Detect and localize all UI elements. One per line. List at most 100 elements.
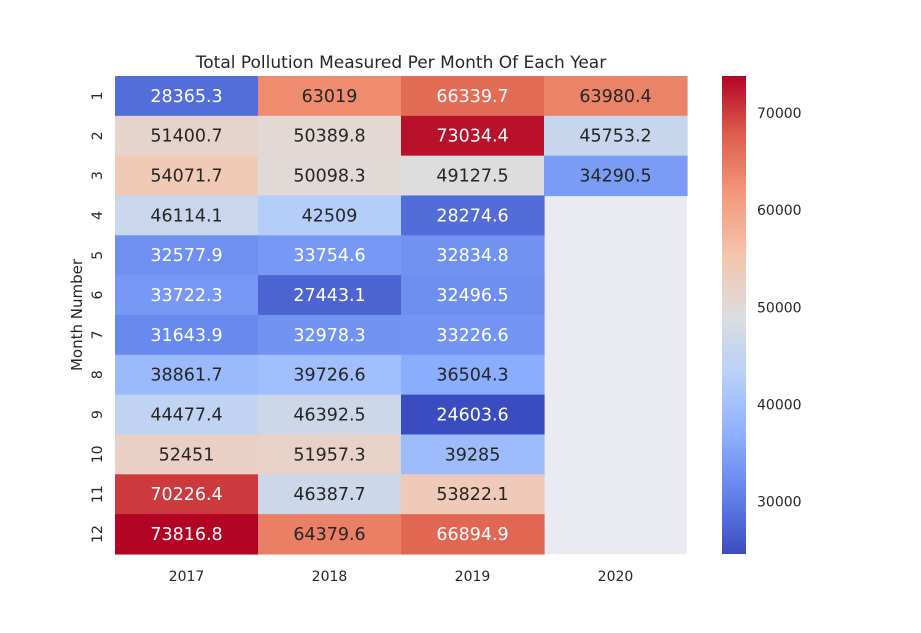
heatmap-cell	[115, 235, 259, 276]
x-tick-label: 2018	[312, 569, 348, 585]
cell-value-label: 73816.8	[150, 525, 222, 545]
y-tick-label: 1	[90, 91, 106, 100]
cell-value-label: 33754.6	[293, 246, 365, 266]
heatmap-cell	[544, 115, 688, 157]
heatmap-cell	[258, 76, 402, 117]
heatmap-cells	[115, 76, 688, 555]
cell-value-label: 45753.2	[579, 127, 651, 147]
heatmap-cell	[115, 76, 259, 117]
heatmap-cell	[115, 275, 259, 316]
cell-value-label: 36504.3	[436, 366, 508, 386]
y-tick-label: 10	[90, 445, 106, 463]
colorbar-tick-label: 70000	[757, 106, 802, 122]
heatmap-cell	[115, 314, 259, 356]
cell-value-label: 42509	[302, 206, 358, 226]
cell-value-label: 24603.6	[436, 406, 508, 426]
cell-value-label: 33722.3	[150, 286, 222, 306]
y-tick-label: 2	[90, 131, 106, 140]
heatmap-cell	[401, 474, 545, 515]
heatmap-cell	[401, 155, 545, 197]
heatmap-cell	[115, 155, 259, 197]
cell-value-label: 32496.5	[436, 286, 508, 306]
cell-value-label: 28365.3	[150, 87, 222, 107]
y-tick-label: 9	[90, 410, 106, 419]
x-tick-label: 2017	[169, 569, 205, 585]
heatmap-cell	[258, 314, 402, 356]
heatmap-cell	[115, 394, 259, 436]
colorbar	[722, 76, 746, 554]
cell-value-label: 53822.1	[436, 485, 508, 505]
colorbar-tick-label: 30000	[757, 495, 802, 511]
heatmap-cell	[401, 434, 545, 475]
heatmap-cell	[401, 314, 545, 356]
heatmap-cell	[258, 235, 402, 276]
colorbar-tick-label: 60000	[757, 203, 802, 219]
y-tick-label: 3	[90, 171, 106, 180]
cell-value-label: 32577.9	[150, 246, 222, 266]
y-axis-label: Month Number	[68, 258, 86, 371]
cell-value-label: 46392.5	[293, 406, 365, 426]
cell-value-label: 49127.5	[436, 167, 508, 187]
cell-value-label: 28274.6	[436, 206, 508, 226]
cell-value-label: 63980.4	[579, 87, 651, 107]
cell-value-label: 70226.4	[150, 485, 222, 505]
heatmap-cell	[115, 514, 259, 555]
heatmap-cell	[258, 434, 402, 475]
cell-value-label: 73034.4	[436, 127, 508, 147]
x-axis-ticks: 2017 2018 2019 2020	[169, 569, 634, 585]
cell-value-label: 51957.3	[293, 445, 365, 465]
heatmap-cell	[401, 195, 545, 236]
chart-title: Total Pollution Measured Per Month Of Ea…	[195, 53, 606, 73]
colorbar-ticks: 30000 40000 50000 60000 70000	[757, 106, 802, 511]
cell-value-label: 39285	[445, 445, 501, 465]
cell-value-label: 38861.7	[150, 366, 222, 386]
cell-value-label: 64379.6	[293, 525, 365, 545]
colorbar-tick-label: 40000	[757, 397, 802, 413]
cell-value-label: 31643.9	[150, 326, 222, 346]
x-tick-label: 2019	[455, 569, 491, 585]
cell-value-label: 54071.7	[150, 167, 222, 187]
cell-value-label: 44477.4	[150, 406, 222, 426]
y-tick-label: 7	[90, 330, 106, 339]
heatmap-cell	[401, 514, 545, 555]
cell-value-label: 66894.9	[436, 525, 508, 545]
y-tick-label: 4	[90, 211, 106, 220]
heatmap-cell	[258, 195, 402, 236]
y-tick-label: 8	[90, 370, 106, 379]
heatmap-cell	[258, 275, 402, 316]
heatmap-cell	[258, 115, 402, 157]
cell-value-label: 52451	[159, 445, 215, 465]
cell-value-label: 63019	[302, 87, 358, 107]
cell-value-label: 33226.6	[436, 326, 508, 346]
cell-value-label: 32834.8	[436, 246, 508, 266]
heatmap-cell	[258, 155, 402, 197]
heatmap-cell	[115, 354, 259, 396]
cell-value-label: 46114.1	[150, 206, 222, 226]
colorbar-tick-label: 50000	[757, 300, 802, 316]
cell-value-label: 51400.7	[150, 127, 222, 147]
heatmap-cell	[544, 155, 688, 197]
cell-value-label: 66339.7	[436, 87, 508, 107]
heatmap-cell-labels: 28365.3 63019 66339.7 63980.4 51400.7 50389.8…	[150, 87, 651, 545]
heatmap-cell	[258, 514, 402, 555]
heatmap-cell	[115, 434, 259, 475]
heatmap-cell	[401, 115, 545, 157]
cell-value-label: 34290.5	[579, 167, 651, 187]
cell-value-label: 50389.8	[293, 127, 365, 147]
cell-value-label: 27443.1	[293, 286, 365, 306]
heatmap-cell	[115, 474, 259, 515]
y-tick-label: 5	[90, 251, 106, 260]
heatmap-cell	[401, 235, 545, 276]
heatmap-cell	[258, 354, 402, 396]
heatmap-cell	[401, 275, 545, 316]
heatmap-cell	[258, 474, 402, 515]
x-tick-label: 2020	[598, 569, 634, 585]
heatmap-cell	[115, 195, 259, 236]
y-tick-label: 12	[90, 525, 106, 543]
heatmap-cell	[544, 76, 688, 117]
heatmap-cell	[401, 394, 545, 436]
heatmap-cell	[115, 115, 259, 157]
cell-value-label: 50098.3	[293, 167, 365, 187]
